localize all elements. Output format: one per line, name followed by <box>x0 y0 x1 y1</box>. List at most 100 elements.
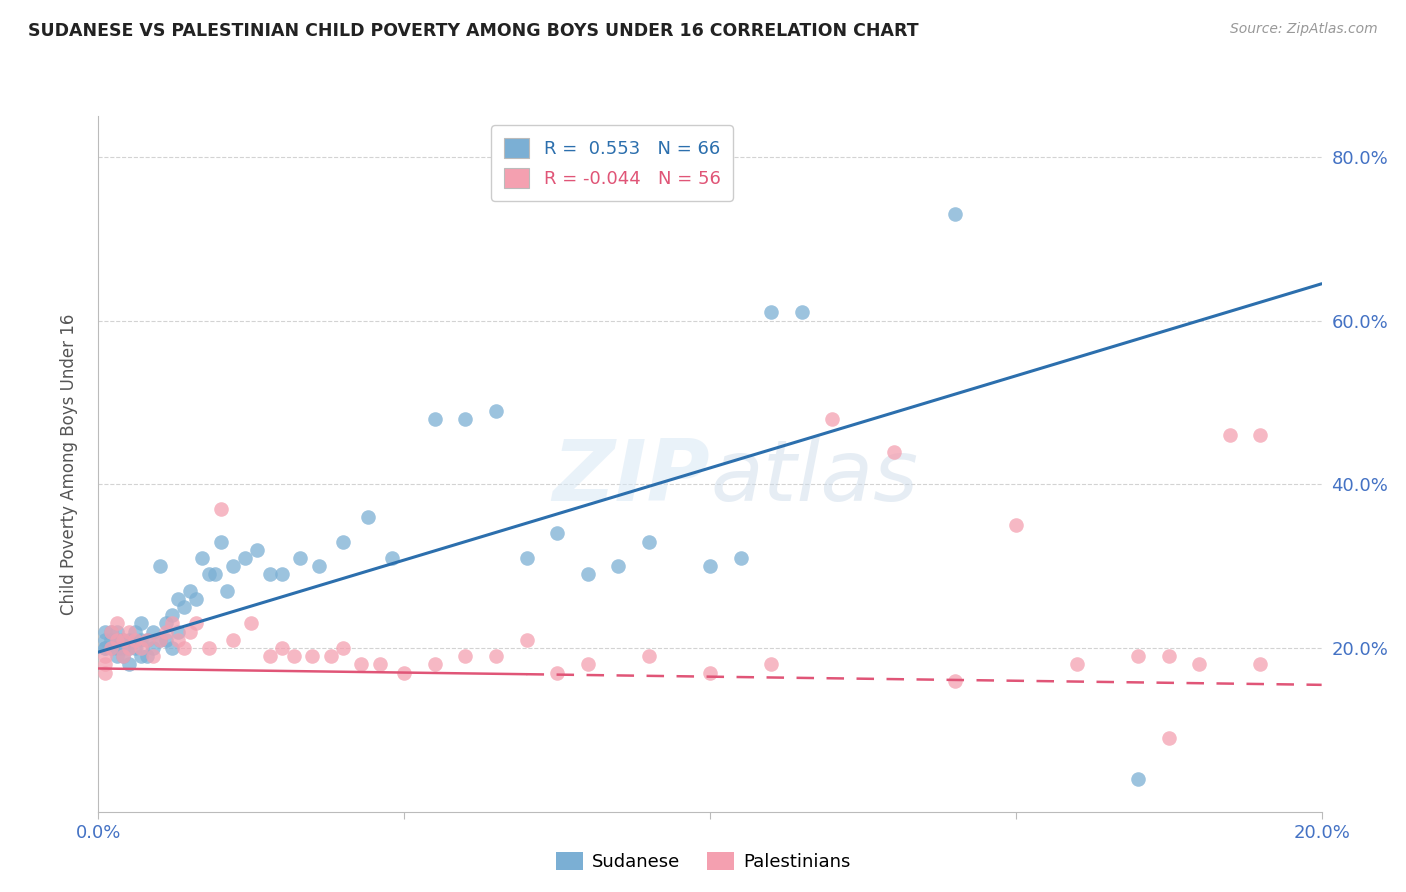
Point <box>197 640 219 655</box>
Point <box>105 632 128 647</box>
Point <box>454 649 477 664</box>
Point <box>699 559 721 574</box>
Point <box>392 665 416 680</box>
Point <box>883 444 905 458</box>
Point <box>1066 657 1088 672</box>
Point <box>149 559 172 574</box>
Point <box>1157 649 1180 664</box>
Point <box>423 657 446 672</box>
Point <box>167 632 190 647</box>
Point <box>118 624 141 639</box>
Point <box>105 640 128 655</box>
Point <box>129 616 152 631</box>
Point <box>209 534 232 549</box>
Point <box>111 640 134 655</box>
Point <box>204 567 226 582</box>
Point <box>100 624 122 639</box>
Point <box>111 632 134 647</box>
Point <box>943 207 966 221</box>
Point <box>356 510 378 524</box>
Point <box>93 624 115 639</box>
Y-axis label: Child Poverty Among Boys Under 16: Child Poverty Among Boys Under 16 <box>59 313 77 615</box>
Point <box>105 616 128 631</box>
Text: SUDANESE VS PALESTINIAN CHILD POVERTY AMONG BOYS UNDER 16 CORRELATION CHART: SUDANESE VS PALESTINIAN CHILD POVERTY AM… <box>28 22 918 40</box>
Point <box>124 632 146 647</box>
Point <box>118 657 141 672</box>
Point <box>111 649 134 664</box>
Point <box>270 567 292 582</box>
Point <box>160 608 183 623</box>
Point <box>454 412 477 426</box>
Point <box>368 657 391 672</box>
Point <box>1128 649 1150 664</box>
Legend: Sudanese, Palestinians: Sudanese, Palestinians <box>548 845 858 879</box>
Point <box>1004 518 1026 533</box>
Point <box>576 567 599 582</box>
Point <box>167 591 190 606</box>
Point <box>100 624 122 639</box>
Point <box>167 624 190 639</box>
Point <box>100 640 122 655</box>
Point <box>129 632 152 647</box>
Point <box>186 591 208 606</box>
Point <box>301 649 323 664</box>
Point <box>759 657 782 672</box>
Point <box>155 624 177 639</box>
Point <box>283 649 305 664</box>
Point <box>173 600 195 615</box>
Text: ZIP: ZIP <box>553 436 710 519</box>
Point <box>173 640 195 655</box>
Text: Source: ZipAtlas.com: Source: ZipAtlas.com <box>1230 22 1378 37</box>
Point <box>155 632 177 647</box>
Point <box>607 559 630 574</box>
Point <box>1188 657 1211 672</box>
Legend: R =  0.553   N = 66, R = -0.044   N = 56: R = 0.553 N = 66, R = -0.044 N = 56 <box>491 125 733 201</box>
Point <box>270 640 292 655</box>
Point <box>124 640 146 655</box>
Point <box>129 649 152 664</box>
Point <box>259 649 281 664</box>
Point <box>136 632 159 647</box>
Point <box>1249 428 1271 442</box>
Point <box>149 632 172 647</box>
Point <box>332 534 354 549</box>
Point <box>699 665 721 680</box>
Point <box>222 559 245 574</box>
Point <box>142 640 165 655</box>
Point <box>1219 428 1241 442</box>
Point <box>790 305 813 319</box>
Point <box>105 632 128 647</box>
Point <box>191 551 214 566</box>
Point <box>142 649 165 664</box>
Point <box>259 567 281 582</box>
Point <box>423 412 446 426</box>
Point <box>93 640 115 655</box>
Point <box>93 640 115 655</box>
Point <box>100 632 122 647</box>
Point <box>1157 731 1180 745</box>
Point <box>118 640 141 655</box>
Point <box>179 583 201 598</box>
Point <box>1249 657 1271 672</box>
Text: atlas: atlas <box>710 436 918 519</box>
Point <box>136 632 159 647</box>
Point <box>118 632 141 647</box>
Point <box>759 305 782 319</box>
Point <box>111 632 134 647</box>
Point <box>332 640 354 655</box>
Point <box>186 616 208 631</box>
Point <box>1128 772 1150 786</box>
Point <box>240 616 263 631</box>
Point <box>129 640 152 655</box>
Point <box>246 542 269 557</box>
Point <box>197 567 219 582</box>
Point <box>215 583 238 598</box>
Point <box>233 551 256 566</box>
Point <box>350 657 373 672</box>
Point <box>637 649 661 664</box>
Point <box>546 526 568 541</box>
Point <box>290 551 312 566</box>
Point <box>576 657 599 672</box>
Point <box>93 665 115 680</box>
Point <box>546 665 568 680</box>
